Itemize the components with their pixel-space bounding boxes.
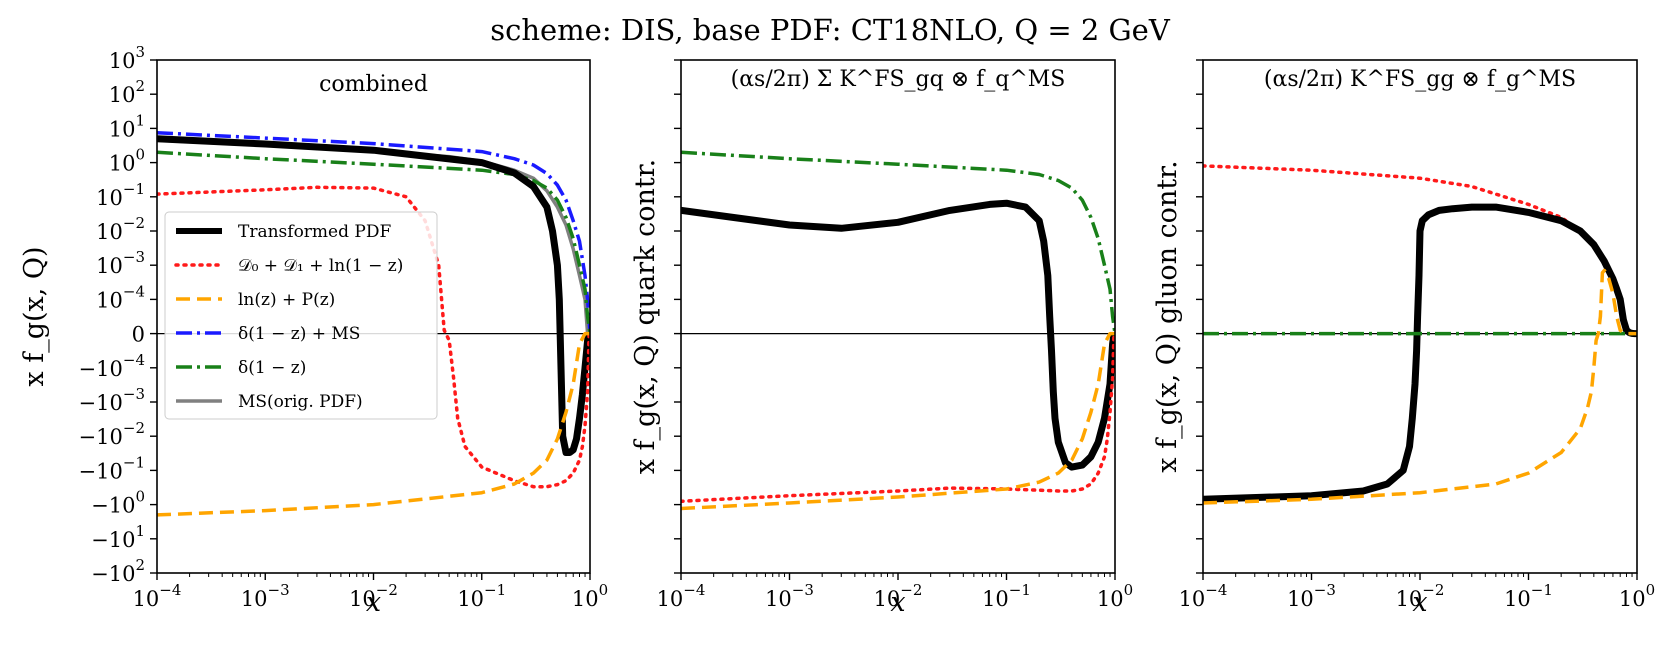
y-tick-label: 0 (132, 323, 145, 347)
legend-box (164, 211, 438, 420)
series-line-distributions (157, 185, 590, 489)
panel-title: combined (319, 72, 428, 97)
x-tick-label: 10−4 (657, 581, 706, 611)
y-tick-label: −10−1 (79, 453, 145, 483)
series-line-regular (681, 331, 1115, 511)
series-line-distributions (681, 331, 1115, 504)
y-tick-label: −10−4 (79, 351, 145, 381)
series-group (1203, 164, 1637, 505)
panel-combined: 10−4 10−3 10−2 10−1 100x10310210110010−110−2… (19, 43, 608, 618)
y-tick-label: 103 (109, 43, 145, 73)
series-line-transformed (681, 199, 1115, 471)
y-axis-label: x f_g(x, Q) gluon contr. (1152, 160, 1183, 472)
legend-label-distributions: 𝒟₀ + 𝒟₁ + ln(1 − z) (238, 256, 403, 276)
y-tick-label: 102 (109, 77, 145, 107)
series-line-delta (157, 150, 590, 334)
series-line-delta_msbar (157, 130, 590, 334)
y-axis-label: x f_g(x, Q) (19, 246, 50, 386)
x-tick-label: 10−3 (765, 581, 814, 611)
x-tick-label: 10−4 (133, 581, 182, 611)
legend: Transformed PDF 𝒟₀ + 𝒟₁ + ln(1 − z) ln(z) … (164, 211, 438, 420)
x-tick-label: 100 (572, 581, 608, 611)
y-tick-label: 100 (109, 146, 145, 176)
y-tick-label: −102 (91, 556, 145, 586)
x-axis-label: x (890, 587, 905, 618)
series-line-transformed (157, 135, 590, 456)
legend-label-regular: ln(z) + P(z) (238, 290, 335, 310)
series-group (157, 130, 590, 517)
x-tick-label: 10−1 (1504, 581, 1553, 611)
x-tick-label: 100 (1097, 581, 1133, 611)
series-line-transformed (1203, 203, 1637, 503)
series-line-regular (1203, 268, 1637, 505)
y-tick-label: −100 (91, 488, 145, 518)
panel-title: (αs/2π) K^FS_gg ⊗ f_g^MS (1264, 67, 1576, 92)
y-tick-label: −10−3 (79, 385, 145, 415)
x-axis-label: x (1412, 587, 1427, 618)
y-tick-label: 10−4 (96, 282, 145, 312)
y-axis-label: x f_g(x, Q) quark contr. (630, 159, 661, 475)
x-tick-label: 10−3 (1287, 581, 1336, 611)
x-tick-label: 10−4 (1179, 581, 1228, 611)
y-tick-label: −10−2 (79, 419, 145, 449)
y-tick-label: −101 (91, 522, 145, 552)
x-tick-label: 10−3 (241, 581, 290, 611)
series-line-regular (157, 331, 590, 517)
y-tick-label: 10−3 (96, 248, 145, 278)
legend-label-msbar: MS(orig. PDF) (238, 392, 363, 412)
legend-label-delta_msbar: δ(1 − z) + MS (238, 324, 360, 344)
y-tick-label: 10−1 (96, 180, 145, 210)
x-tick-label: 10−1 (457, 581, 506, 611)
legend-label-transformed: Transformed PDF (238, 222, 391, 242)
series-group (681, 150, 1115, 511)
series-line-delta (681, 150, 1115, 334)
x-tick-label: 10−1 (982, 581, 1031, 611)
x-axis-label: x (366, 587, 381, 618)
x-tick-label: 100 (1619, 581, 1655, 611)
y-tick-label: 10−2 (96, 214, 145, 244)
y-tick-label: 101 (109, 111, 145, 141)
legend-label-delta: δ(1 − z) (238, 358, 306, 378)
panel-title: (αs/2π) Σ K^FS_gq ⊗ f_q^MS (731, 67, 1066, 92)
figure-title: scheme: DIS, base PDF: CT18NLO, Q = 2 Ge… (490, 13, 1171, 47)
